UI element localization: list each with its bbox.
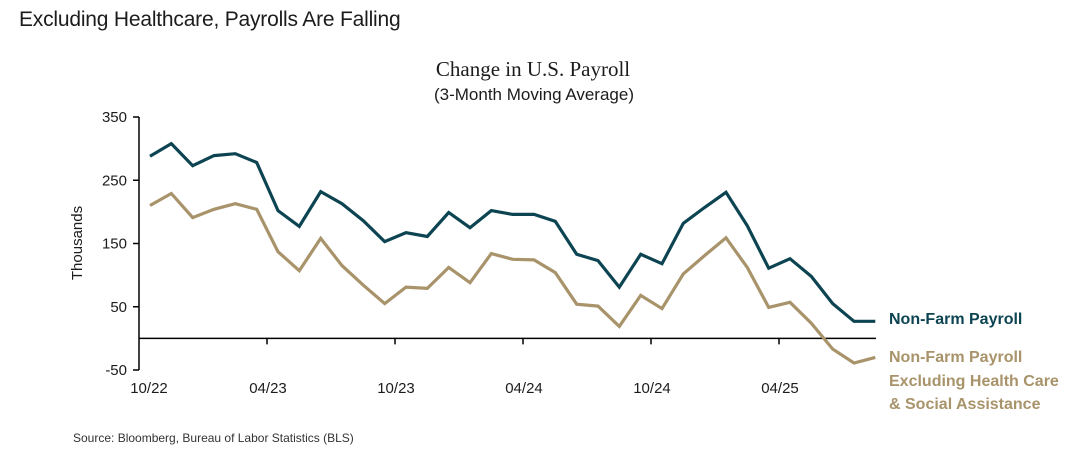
y-axis-ticks: 350 250 150 50 -50 (102, 109, 139, 379)
series-line-non-farm-payroll (149, 141, 876, 323)
x-tick-label: 04/25 (761, 380, 799, 397)
axes (138, 117, 876, 370)
y-tick-label: 250 (102, 172, 127, 189)
x-tick-label: 10/23 (377, 380, 415, 397)
legend-item-non-farm-payroll: Non-Farm Payroll (889, 311, 1023, 328)
chart-subtitle: (3-Month Moving Average) (433, 85, 634, 104)
x-tick-label: 10/24 (633, 380, 671, 397)
y-tick-label: 50 (110, 299, 127, 316)
source-note: Source: Bloomberg, Bureau of Labor Stati… (73, 431, 354, 445)
page-title: Excluding Healthcare, Payrolls Are Falli… (19, 8, 401, 31)
x-tick-label: 10/22 (130, 380, 168, 397)
y-axis-label: Thousands (69, 206, 86, 280)
chart-title: Change in U.S. Payroll (435, 57, 631, 81)
x-axis-ticks: 10/22 04/23 10/23 04/24 10/24 04/25 (130, 338, 799, 397)
x-tick-label: 04/24 (505, 380, 543, 397)
y-tick-label: 150 (102, 236, 127, 253)
x-tick-label: 04/23 (249, 380, 287, 397)
y-tick-label: 350 (102, 109, 127, 126)
series-lines (149, 141, 876, 365)
y-tick-label: -50 (105, 362, 127, 379)
legend-item-nfp-excluding-health-care: Non-Farm Payroll Excluding Health Care &… (889, 349, 1059, 413)
series-line-nfp-excluding-health-care (149, 191, 876, 365)
